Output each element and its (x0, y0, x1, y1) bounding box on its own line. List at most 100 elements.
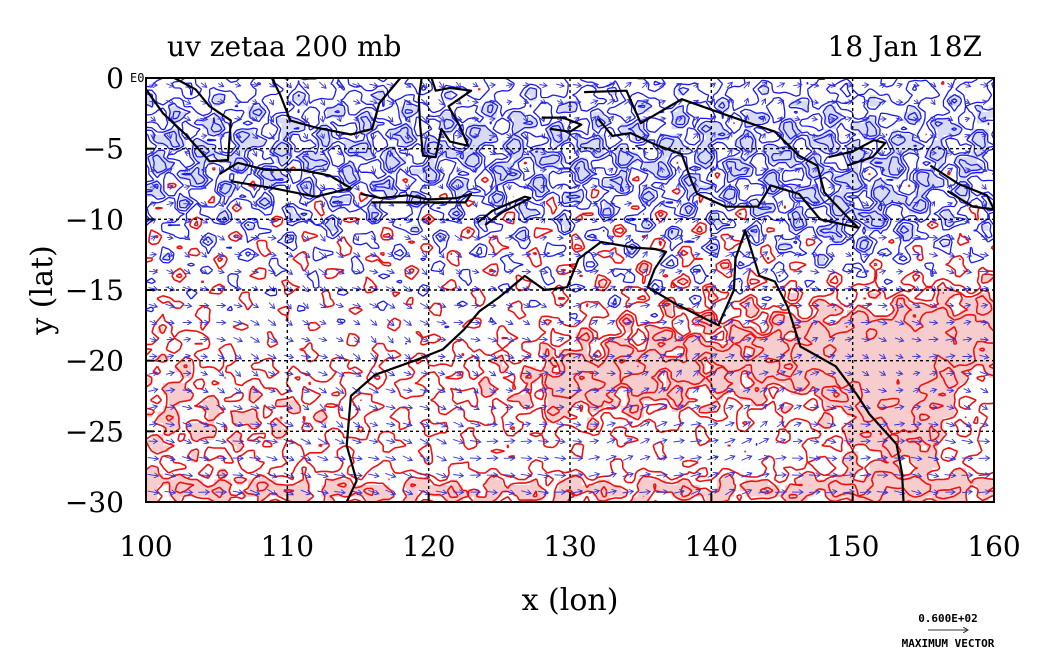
wind-vector (724, 456, 735, 461)
wind-vector (708, 254, 717, 256)
wind-vector (355, 199, 359, 207)
wind-vector (254, 200, 257, 207)
wind-vector (336, 403, 343, 411)
wind-vector (777, 322, 784, 323)
wind-vector (558, 151, 562, 155)
wind-vector (234, 387, 241, 393)
wind-vector (743, 82, 750, 89)
wind-vector (420, 390, 428, 392)
wind-vector (575, 168, 580, 173)
wind-vector (523, 151, 529, 155)
wind-vector (845, 253, 852, 256)
wind-vector (657, 405, 666, 411)
wind-vector (675, 387, 682, 394)
wind-vector (590, 101, 597, 104)
wind-vector (353, 321, 360, 325)
wind-vector (811, 219, 817, 222)
wind-vector (878, 389, 886, 391)
wind-vector (238, 166, 239, 174)
wind-vector (334, 370, 344, 376)
wind-vector (403, 83, 411, 87)
wind-vector (220, 183, 221, 190)
wind-vector (709, 219, 716, 222)
wind-vector (385, 302, 395, 308)
wind-vector (504, 424, 514, 425)
wind-vector (524, 219, 529, 222)
wind-vector (505, 390, 513, 391)
wind-vector (284, 423, 293, 426)
wind-vector (742, 373, 751, 375)
wind-vector (202, 185, 206, 188)
wind-vector (318, 372, 327, 375)
wind-vector (811, 185, 818, 189)
wind-vector (743, 285, 750, 293)
wind-vector (758, 356, 768, 357)
wind-vector (268, 302, 275, 309)
wind-vector (438, 98, 445, 105)
wind-vector (285, 81, 291, 88)
wind-vector (182, 439, 192, 443)
plot-area (146, 78, 994, 502)
wind-vector (592, 116, 596, 122)
wind-vector (200, 270, 207, 274)
wind-vector (438, 268, 444, 275)
wind-vector (165, 373, 174, 375)
wind-vector (339, 117, 341, 122)
wind-vector (759, 421, 767, 428)
wind-vector (524, 134, 528, 139)
wind-vector (745, 98, 748, 106)
wind-vector (913, 134, 919, 138)
wind-vector (471, 271, 479, 273)
wind-vector (338, 200, 341, 207)
wind-vector (335, 251, 343, 258)
wind-vector (300, 489, 311, 494)
wind-vector (643, 168, 646, 172)
wind-vector (727, 150, 732, 157)
wind-vector (657, 305, 666, 306)
wind-vector (236, 149, 239, 155)
wind-vector (288, 98, 290, 106)
wind-vector (250, 406, 259, 408)
wind-vector (489, 388, 495, 392)
wind-vector (606, 439, 615, 443)
wind-vector (861, 371, 869, 375)
wind-vector (419, 472, 430, 478)
wind-vector (319, 169, 326, 172)
wind-vector (964, 152, 970, 154)
wind-vector (910, 441, 922, 442)
wind-vector (151, 117, 156, 121)
wind-vector (435, 491, 447, 493)
wind-vector (487, 492, 498, 493)
wind-vector (895, 288, 903, 289)
wind-vector (538, 271, 548, 273)
wind-vector (810, 372, 819, 375)
wind-vector (572, 85, 581, 86)
wind-vector (912, 406, 920, 408)
wind-vector (420, 98, 427, 105)
wind-vector (692, 117, 699, 121)
wind-vector (913, 287, 919, 291)
wind-vector (352, 288, 361, 290)
wind-vector (472, 102, 479, 103)
wind-vector (217, 271, 224, 273)
wind-vector (249, 489, 260, 494)
wind-vector (439, 169, 443, 172)
wind-vector (961, 458, 973, 459)
wind-vector (232, 491, 243, 493)
wind-vector (353, 183, 359, 190)
wind-vector (436, 404, 446, 409)
wind-vector (657, 338, 666, 341)
wind-vector (183, 339, 190, 340)
wind-vector (437, 219, 445, 223)
wind-vector (912, 373, 920, 375)
wind-vector (657, 322, 666, 323)
wind-vector (947, 220, 953, 222)
x-tick-label: 130 (543, 530, 596, 563)
wind-vector (351, 491, 362, 493)
wind-vector (234, 271, 241, 272)
wind-vector (726, 219, 733, 222)
wind-vector (827, 321, 836, 324)
wind-vector (253, 149, 257, 157)
wind-vector (472, 387, 479, 394)
wind-vector (268, 407, 275, 408)
